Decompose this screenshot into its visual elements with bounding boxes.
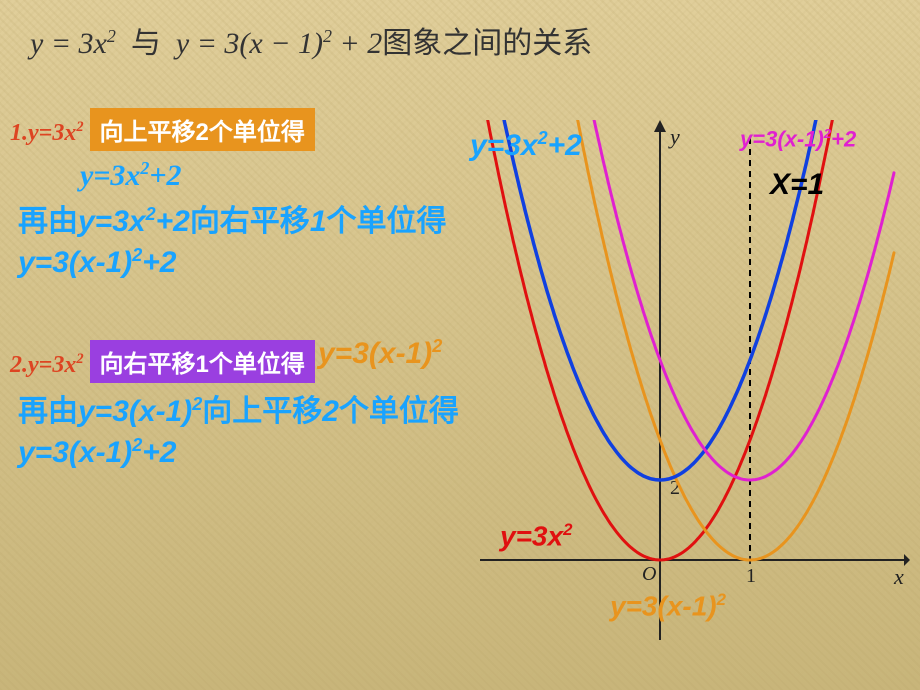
step2-prefix: 2.y=3x2 [10, 352, 84, 378]
chart-curve-label: y=3x2+2 [470, 128, 582, 163]
step1-paragraph: 再由y=3x2+2向右平移1个单位得y=3(x-1)2+2 [18, 202, 488, 283]
svg-text:y: y [668, 124, 680, 149]
page-title: y = 3x2 与 y = 3(x − 1)2 + 2图象之间的关系 [30, 18, 592, 62]
step2-heading: 2.y=3x2 向右平移1个单位得 [10, 340, 315, 383]
chart-curve-label: y=3(x-1)2+2 [740, 126, 856, 152]
svg-text:x: x [893, 564, 904, 589]
chart-curve-label: y=3(x-1)2 [610, 590, 726, 622]
step1-heading: 1.y=3x2 向上平移2个单位得 [10, 108, 315, 151]
step2-paragraph: 再由y=3(x-1)2向上平移2个单位得y=3(x-1)2+2 [18, 392, 488, 473]
chart-curve-label: X=1 [770, 168, 824, 202]
step1-tag: 向上平移2个单位得 [90, 108, 315, 151]
step2-result-formula: y=3(x-1)2 [318, 336, 442, 371]
step1-prefix: 1.y=3x2 [10, 120, 84, 146]
step1-result-formula: y=3x2+2 [80, 158, 182, 193]
chart-curve-label: y=3x2 [500, 520, 572, 552]
svg-text:O: O [642, 563, 656, 585]
chart-svg: O12xy [480, 120, 910, 640]
svg-text:1: 1 [746, 565, 756, 587]
step2-tag: 向右平移1个单位得 [90, 340, 315, 383]
parabola-chart: O12xy y=3x2y=3(x-1)2y=3x2+2y=3(x-1)2+2X=… [480, 120, 910, 640]
